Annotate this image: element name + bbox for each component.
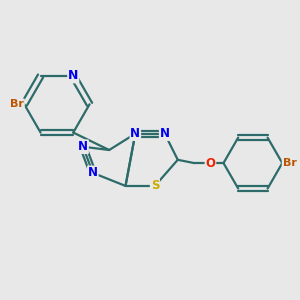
Text: N: N	[88, 167, 98, 179]
Text: N: N	[68, 70, 78, 83]
Text: N: N	[130, 127, 140, 140]
Text: O: O	[206, 157, 215, 169]
Text: S: S	[151, 179, 159, 192]
Text: N: N	[160, 127, 170, 140]
Text: Br: Br	[283, 158, 296, 168]
Text: Br: Br	[10, 99, 24, 109]
Text: N: N	[78, 140, 88, 153]
